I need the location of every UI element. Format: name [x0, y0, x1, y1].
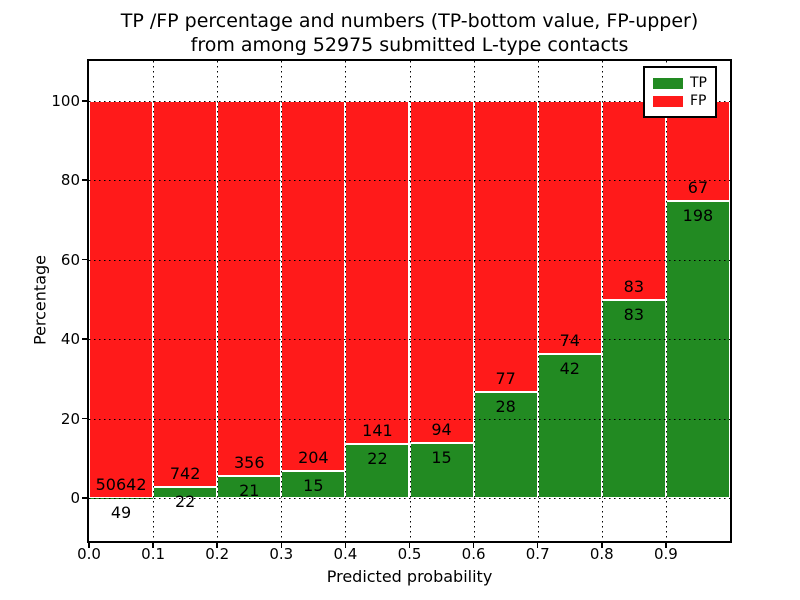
legend-label-tp: TP [690, 75, 707, 91]
x-tick [344, 543, 347, 548]
x-tick-label: 0.5 [397, 545, 422, 563]
legend: TP FP [643, 66, 717, 118]
fp-count-label: 742 [169, 463, 201, 483]
y-tick [82, 179, 87, 181]
bar-segment-fp [601, 101, 666, 300]
chart-title-line2: from among 52975 submitted L-type contac… [190, 34, 629, 56]
tp-swatch [653, 77, 683, 89]
x-tick-label: 0.7 [525, 545, 550, 563]
x-tick-label: 0.3 [269, 545, 294, 563]
x-tick-label: 0.4 [333, 545, 358, 563]
y-tick-label: 20 [60, 409, 80, 428]
x-gridline [473, 61, 475, 541]
x-axis-label: Predicted probability [326, 567, 493, 586]
fp-count-label: 94 [431, 420, 452, 440]
tp-count-label: 15 [431, 448, 452, 468]
x-tick-label: 0.1 [141, 545, 166, 563]
bar-segment-fp [217, 101, 282, 476]
bar-segment-fp [281, 101, 346, 471]
fp-count-label: 83 [623, 276, 645, 296]
y-tick-label: 100 [51, 92, 80, 110]
y-tick-label: 60 [60, 250, 80, 269]
x-gridline [217, 61, 219, 541]
x-tick-label: 0.8 [589, 545, 614, 563]
tp-count-label: 49 [110, 502, 132, 522]
tp-count-label: 28 [495, 397, 516, 417]
bar-segment-fp [537, 101, 602, 355]
y-tick [82, 338, 87, 340]
x-tick [152, 543, 154, 548]
bar-segment-tp [473, 392, 538, 498]
plot-area: TP FP 50642 49 742 22 356 21 204 15 141 22 94 15 77 2… [87, 59, 732, 543]
fp-swatch [653, 95, 683, 107]
bar-segment-fp [89, 101, 154, 498]
tp-count-label: 21 [239, 480, 260, 500]
bar-segment-tp [281, 470, 346, 498]
bar-segment-tp [537, 354, 602, 498]
x-tick [408, 543, 411, 548]
chart-title-line1: TP /FP percentage and numbers (TP-bottom… [120, 10, 699, 32]
x-tick-label: 0.0 [77, 545, 101, 563]
x-tick-label: 0.2 [205, 545, 230, 563]
fp-count-label: 67 [687, 178, 709, 198]
x-tick [601, 543, 603, 548]
x-gridline [281, 61, 283, 541]
y-tick-label: 0 [70, 489, 80, 507]
y-tick-label: 40 [60, 330, 80, 349]
x-tick [88, 543, 90, 548]
chart-title: TP /FP percentage and numbers (TP-bottom… [89, 9, 730, 57]
y-tick [82, 417, 87, 420]
fp-count-label: 74 [559, 331, 580, 351]
legend-item-tp: TP [653, 75, 707, 91]
fp-count-label: 204 [298, 447, 329, 467]
bar-segment-tp [409, 443, 474, 498]
x-tick-label: 0.9 [653, 545, 678, 563]
x-tick [280, 543, 283, 548]
y-tick [82, 497, 87, 499]
bar-segment-fp [409, 101, 474, 444]
legend-label-fp: FP [690, 93, 707, 109]
fp-count-label: 77 [495, 369, 516, 389]
y-tick [82, 258, 87, 261]
tp-count-label: 22 [367, 449, 388, 469]
fp-count-label: 356 [233, 452, 265, 472]
bar-segment-fp [473, 101, 538, 393]
tp-count-label: 15 [303, 475, 324, 495]
bar-segment-tp [601, 299, 666, 498]
tp-count-label: 83 [623, 304, 645, 324]
x-gridline [409, 61, 411, 541]
x-tick [472, 543, 475, 548]
x-tick [665, 543, 667, 548]
tp-count-label: 42 [559, 359, 580, 379]
fp-count-label: 50642 [95, 474, 147, 494]
x-gridline [537, 61, 539, 541]
x-tick-label: 0.6 [461, 545, 486, 563]
bar-segment-fp [345, 101, 410, 445]
x-gridline [153, 61, 155, 541]
bar-segment-fp [153, 101, 218, 487]
y-tick [82, 100, 87, 102]
x-gridline [345, 61, 347, 541]
tp-count-label: 22 [174, 491, 196, 511]
legend-item-fp: FP [653, 93, 707, 109]
x-gridline [601, 61, 603, 541]
fp-count-label: 141 [362, 421, 393, 441]
tp-count-label: 198 [682, 206, 714, 226]
bar-segment-tp [665, 201, 730, 498]
x-tick [536, 543, 539, 548]
x-tick [216, 543, 218, 548]
x-gridline [665, 61, 667, 541]
y-tick-label: 80 [60, 171, 80, 190]
